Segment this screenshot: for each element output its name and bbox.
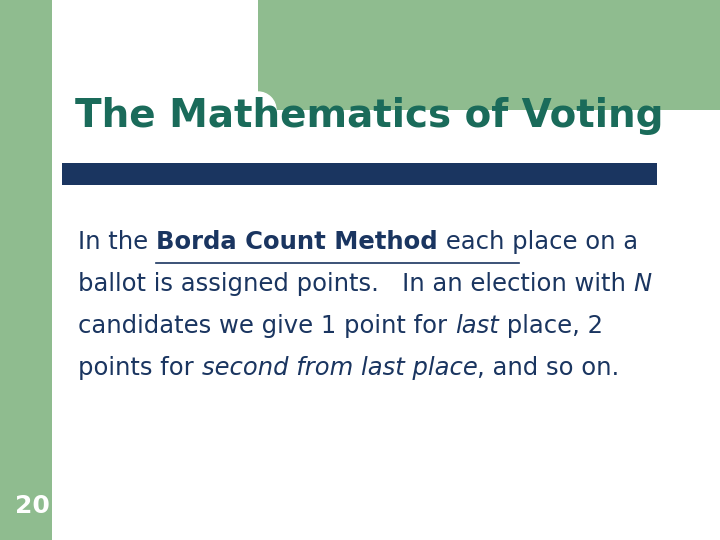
- Bar: [62, 163, 657, 185]
- Text: In the: In the: [78, 230, 156, 254]
- Text: place, 2: place, 2: [499, 314, 603, 338]
- Bar: [258, 0, 720, 110]
- Text: each place on a: each place on a: [438, 230, 638, 254]
- Text: second from last place: second from last place: [202, 356, 477, 380]
- Text: , and so on.: , and so on.: [477, 356, 619, 380]
- Text: ballot is assigned points.   In an election with: ballot is assigned points. In an electio…: [78, 272, 634, 296]
- Bar: [0, 0, 52, 540]
- Text: The Mathematics of Voting: The Mathematics of Voting: [75, 97, 664, 135]
- Text: last: last: [455, 314, 499, 338]
- Text: points for: points for: [78, 356, 202, 380]
- Text: 20: 20: [15, 494, 50, 518]
- Bar: [52, 0, 258, 110]
- Text: Borda Count Method: Borda Count Method: [156, 230, 438, 254]
- Text: candidates we give 1 point for: candidates we give 1 point for: [78, 314, 455, 338]
- Text: N: N: [634, 272, 652, 296]
- Circle shape: [240, 92, 276, 128]
- Bar: [52, 110, 720, 540]
